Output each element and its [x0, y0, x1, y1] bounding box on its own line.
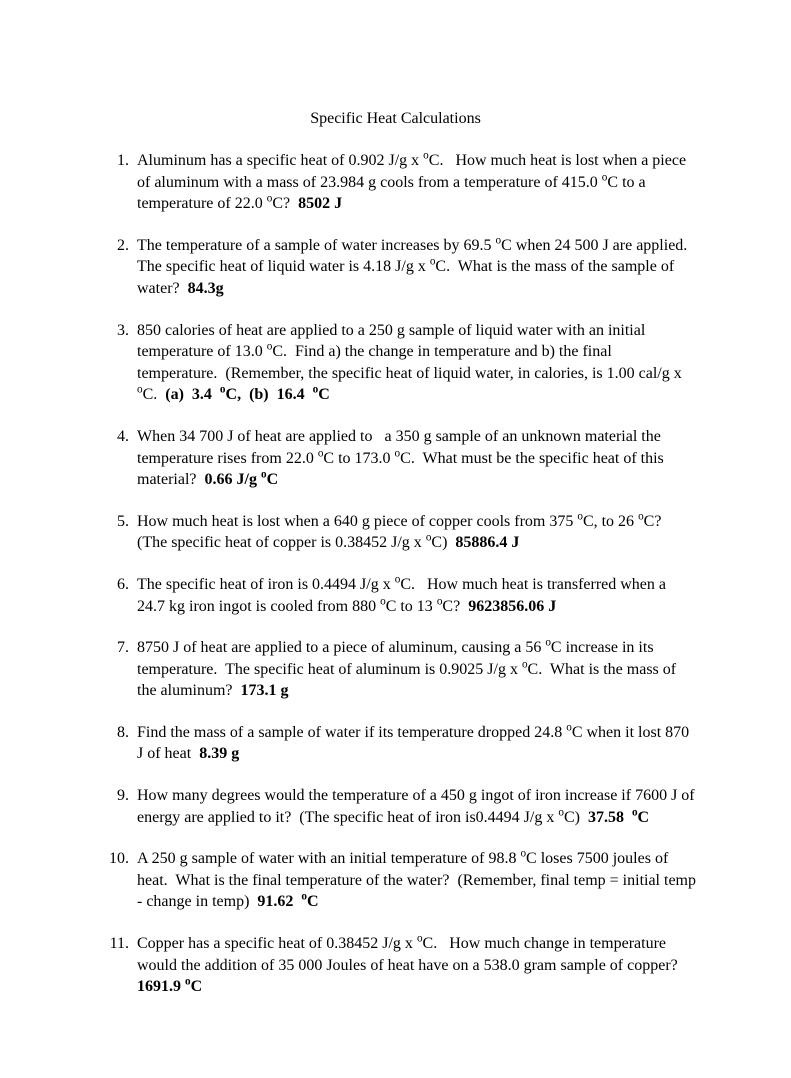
problem-item: 850 calories of heat are applied to a 25… [133, 320, 696, 406]
problem-item: The temperature of a sample of water inc… [133, 235, 696, 300]
problem-answer: 173.1 g [241, 682, 289, 699]
problem-text: How much heat is lost when a 640 g piece… [137, 513, 665, 552]
problem-text: Copper has a specific heat of 0.38452 J/… [137, 935, 682, 974]
problem-answer: 9623856.06 J [468, 598, 556, 615]
problem-item: How many degrees would the temperature o… [133, 785, 696, 828]
problem-answer: 91.62 oC [257, 893, 318, 910]
problem-item: How much heat is lost when a 640 g piece… [133, 511, 696, 554]
problem-answer: (a) 3.4 oC, (b) 16.4 oC [165, 386, 330, 403]
problem-item: Copper has a specific heat of 0.38452 J/… [133, 933, 696, 998]
problem-item: A 250 g sample of water with an initial … [133, 848, 696, 913]
problem-text: A 250 g sample of water with an initial … [137, 850, 696, 910]
page-title: Specific Heat Calculations [95, 110, 696, 128]
problem-text: The specific heat of iron is 0.4494 J/g … [137, 576, 666, 615]
problem-item: 8750 J of heat are applied to a piece of… [133, 637, 696, 702]
worksheet-page: Specific Heat Calculations Aluminum has … [0, 0, 791, 1078]
problem-text: 8750 J of heat are applied to a piece of… [137, 639, 676, 699]
problem-answer: 1691.9 oC [137, 978, 202, 995]
problem-answer: 37.58 oC [588, 809, 649, 826]
problem-item: Find the mass of a sample of water if it… [133, 722, 696, 765]
problem-list: Aluminum has a specific heat of 0.902 J/… [95, 150, 696, 998]
problem-item: When 34 700 J of heat are applied to a 3… [133, 426, 696, 491]
problem-answer: 8.39 g [199, 745, 239, 762]
problem-answer: 8502 J [298, 195, 342, 212]
problem-item: Aluminum has a specific heat of 0.902 J/… [133, 150, 696, 215]
problem-text: Aluminum has a specific heat of 0.902 J/… [137, 152, 686, 212]
problem-item: The specific heat of iron is 0.4494 J/g … [133, 574, 696, 617]
problem-answer: 85886.4 J [455, 534, 519, 551]
problem-answer: 0.66 J/g oC [205, 471, 279, 488]
problem-answer: 84.3g [188, 280, 224, 297]
